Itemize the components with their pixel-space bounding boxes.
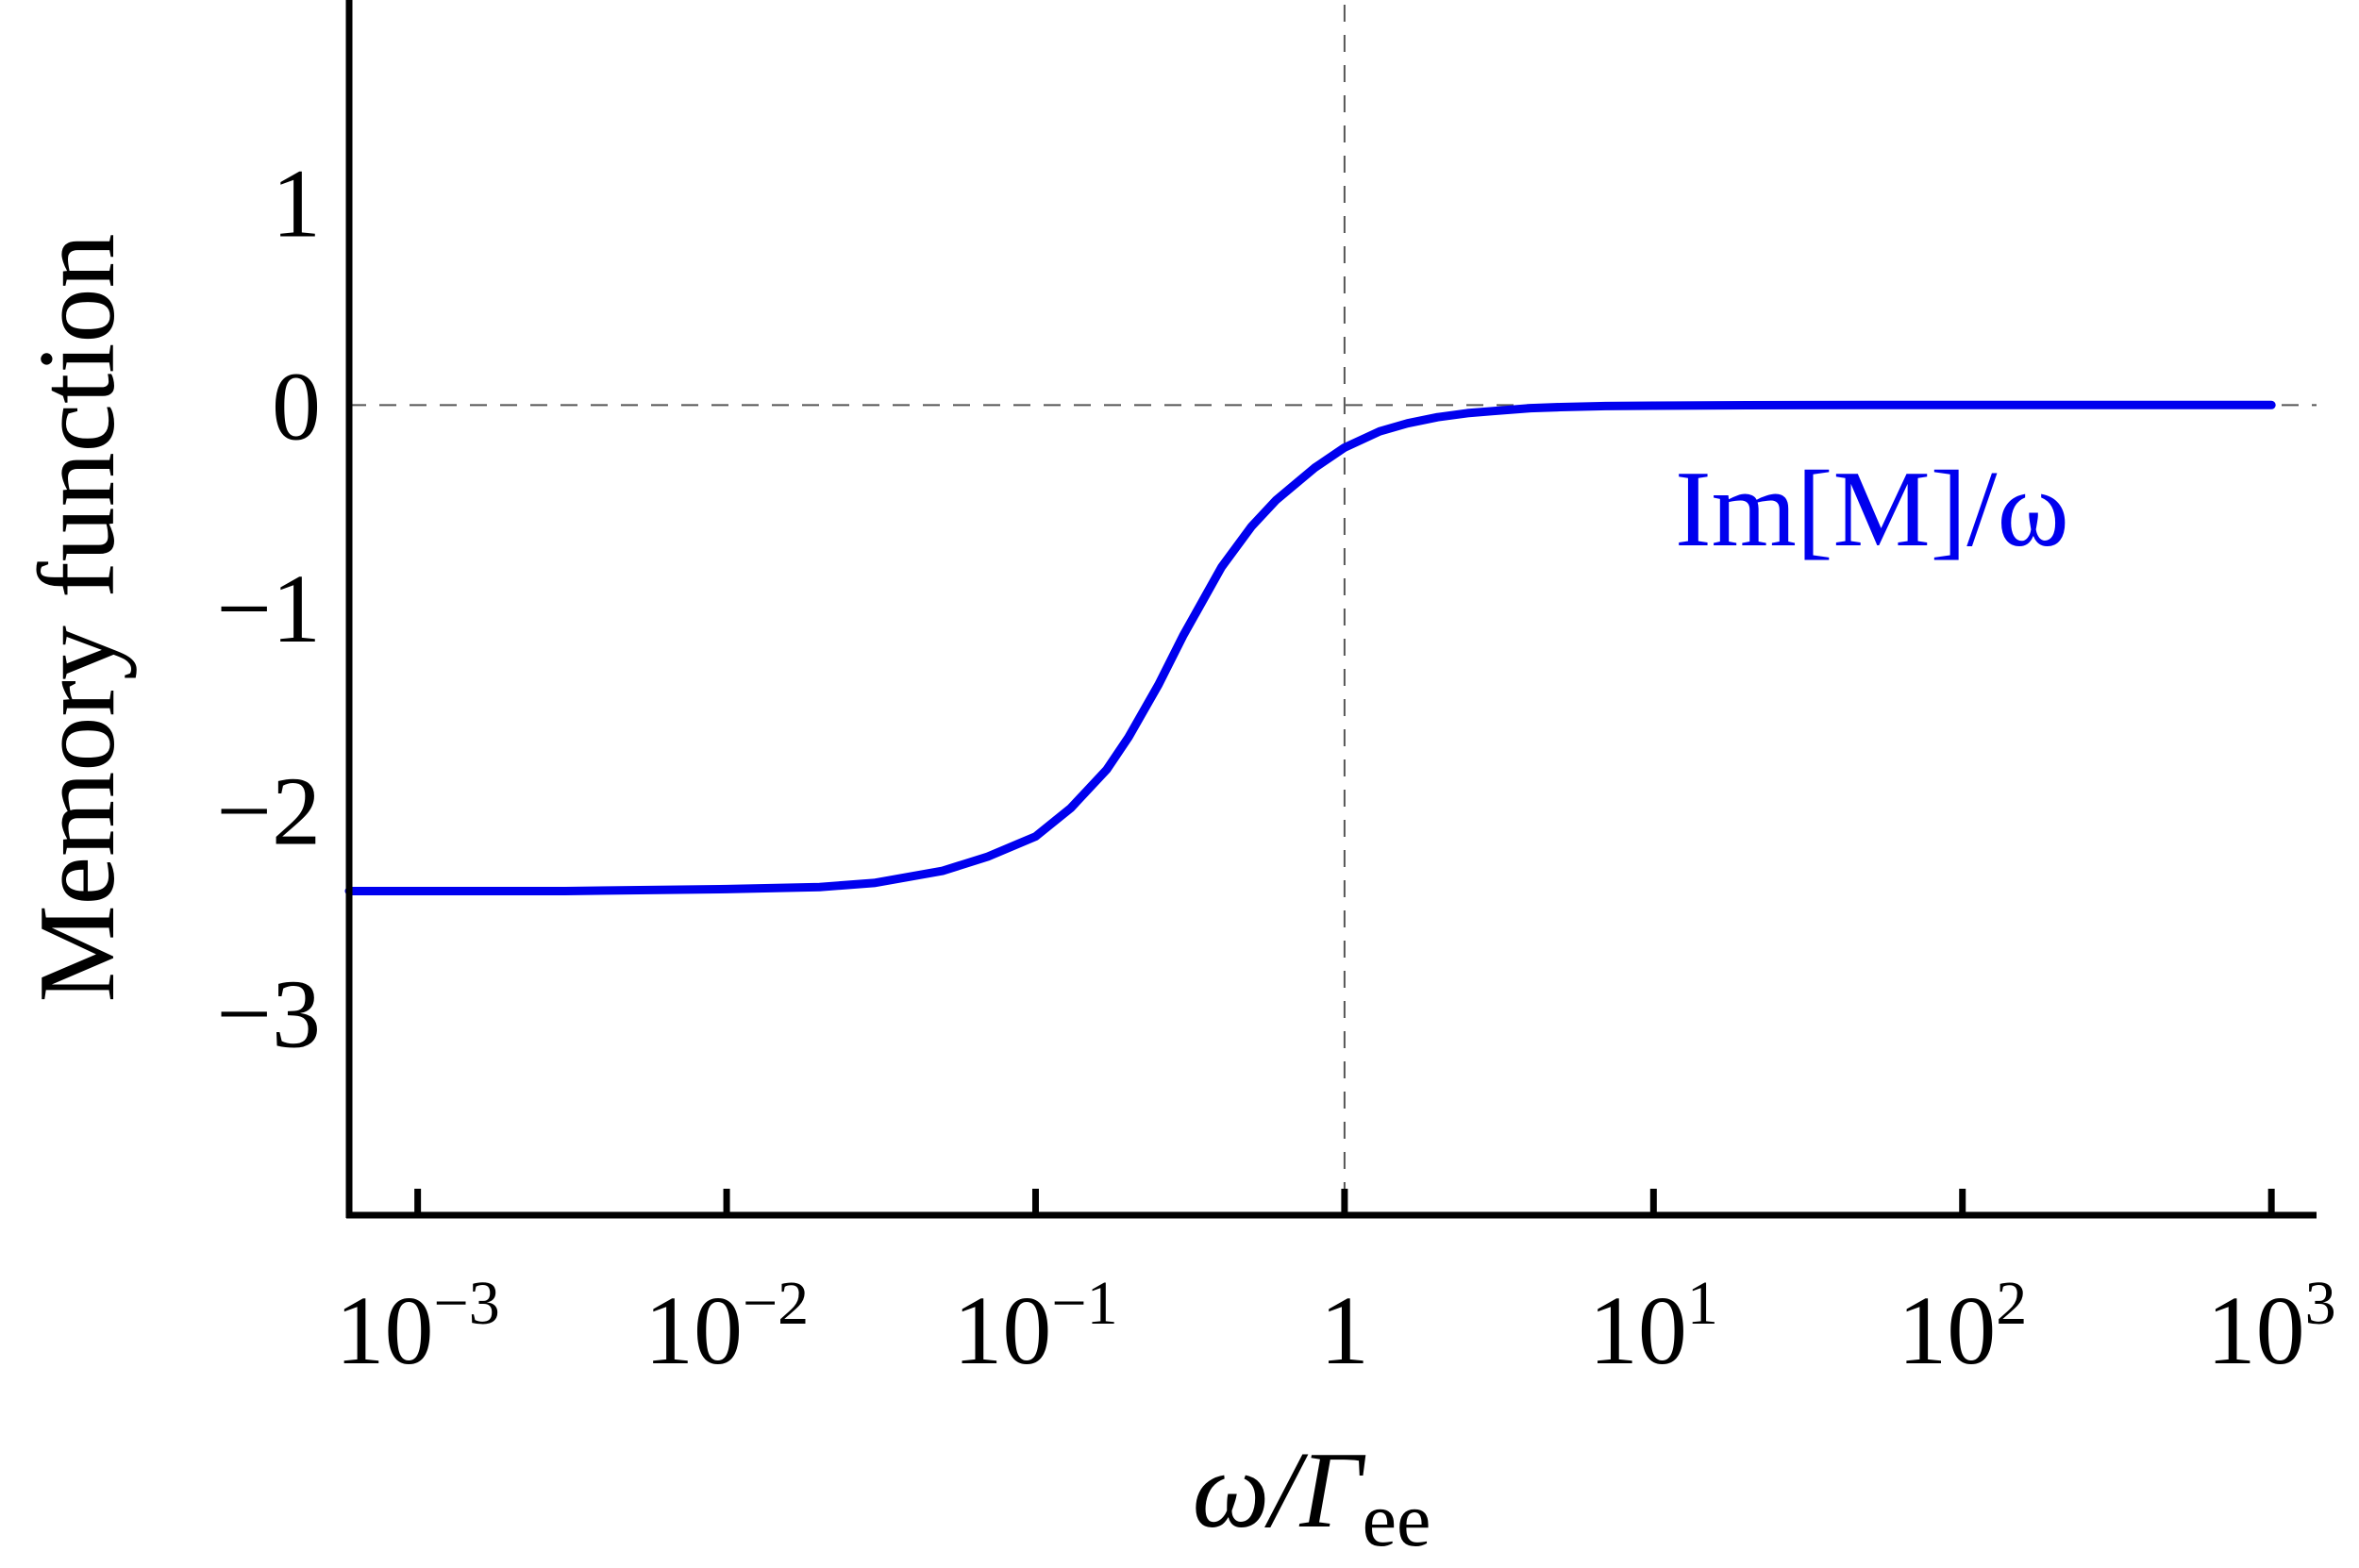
series-layer [344, 400, 2276, 895]
y-tick-label-1: 0 [272, 352, 321, 460]
y-axis-label: Memory function [17, 233, 138, 1002]
x-tick-label-0: 10−3 [336, 1269, 500, 1385]
series-line-0 [344, 400, 2276, 895]
y-tick-label-2: −1 [216, 555, 321, 663]
series-label: Im[M]/ω [1675, 449, 2069, 570]
x-tick-label-1: 10−2 [644, 1269, 809, 1385]
x-axis-label-main: ω/Γ [1193, 1430, 1366, 1551]
reference-lines [349, 5, 2317, 1215]
y-tick-label-0: 1 [272, 150, 321, 259]
axes [345, 0, 2317, 1219]
x-tick-label-2: 10−1 [953, 1269, 1117, 1385]
y-tick-label-3: −2 [216, 758, 321, 866]
x-axis-label-sub: ee [1363, 1476, 1431, 1562]
x-tick-label-5: 102 [1898, 1269, 2027, 1385]
y-tick-label-4: −3 [216, 959, 321, 1068]
x-tick-label-4: 101 [1589, 1269, 1718, 1385]
x-tick-label-6: 103 [2207, 1269, 2336, 1385]
x-tick-label-3: 1 [1320, 1276, 1369, 1385]
x-axis-label: ω/Γee [1193, 1430, 1431, 1562]
